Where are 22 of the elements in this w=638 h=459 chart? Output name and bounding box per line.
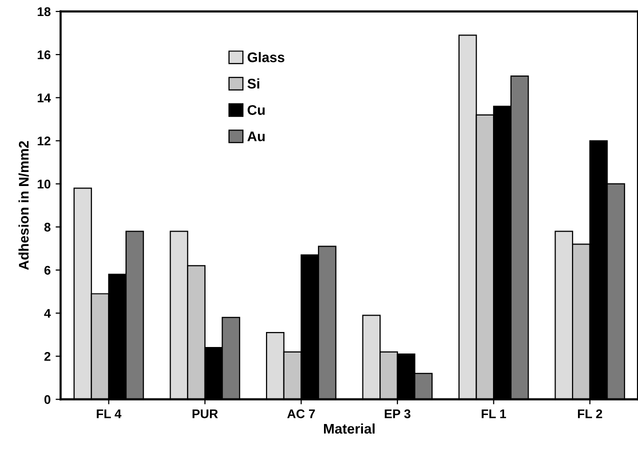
y-tick-label: 10 [38, 180, 50, 189]
y-tick-label: 6 [44, 266, 50, 275]
y-tick-label: 18 [38, 7, 51, 16]
y-tick-label: 0 [44, 395, 50, 404]
legend-label: Glass [248, 52, 284, 62]
x-tick-label: AC 7 [287, 409, 315, 418]
x-tick-label: PUR [192, 410, 218, 418]
y-tick-label: 2 [44, 352, 50, 361]
x-tick-label: EP 3 [384, 409, 410, 418]
y-tick-label: 14 [38, 94, 51, 102]
x-axis-title: Material [324, 423, 375, 434]
x-tick-label: FL 1 [482, 410, 506, 418]
y-axis-title: Adhesion in N/mm2 [18, 141, 29, 270]
y-tick-label: 16 [38, 50, 50, 60]
y-tick-label: 12 [38, 136, 50, 146]
x-tick-label: FL 2 [578, 409, 602, 418]
legend-label: Au [247, 132, 265, 142]
y-tick-label: 8 [44, 222, 51, 232]
x-tick-label: FL 4 [96, 410, 122, 418]
y-tick-label: 4 [44, 309, 51, 318]
legend-label: Cu [248, 105, 265, 115]
legend-label: Si [247, 78, 260, 89]
